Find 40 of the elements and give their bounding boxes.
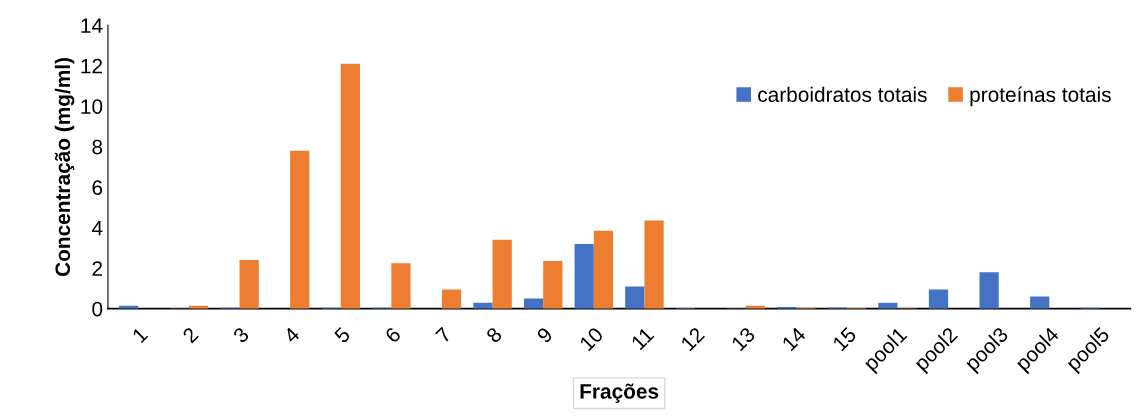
y-tick-label: 4 bbox=[91, 220, 103, 236]
x-tick-label: 11 bbox=[630, 326, 655, 351]
bar bbox=[625, 286, 645, 309]
y-tick-label: 8 bbox=[92, 139, 103, 155]
bar bbox=[441, 289, 462, 309]
x-tick-label: 13 bbox=[730, 326, 756, 352]
y-tick-label: 6 bbox=[92, 180, 103, 195]
x-tick-label: 1 bbox=[131, 326, 149, 344]
x-tick-label: 3 bbox=[232, 326, 250, 344]
x-tick-label: 15 bbox=[832, 326, 858, 352]
legend-label: proteínas totais bbox=[970, 86, 1111, 107]
y-tick-label: 10 bbox=[81, 99, 103, 114]
bar bbox=[979, 272, 999, 309]
y-axis-title: Concentração (mg/ml) bbox=[54, 58, 75, 277]
x-tick-label: 10 bbox=[578, 326, 605, 352]
y-tick-label: 2 bbox=[92, 261, 103, 276]
bar bbox=[543, 261, 563, 309]
x-tick-label: 9 bbox=[536, 326, 554, 344]
bar bbox=[290, 150, 310, 309]
bar bbox=[928, 289, 949, 309]
x-tick-label: 2 bbox=[181, 326, 199, 344]
y-tick-label: 12 bbox=[81, 58, 103, 74]
x-tick-label: 14 bbox=[781, 326, 807, 352]
bar bbox=[391, 263, 411, 309]
x-axis-title: Frações bbox=[580, 383, 659, 403]
bar bbox=[340, 63, 360, 309]
x-tick-label: 5 bbox=[333, 326, 351, 344]
x-tick-label: 8 bbox=[485, 326, 503, 344]
bar bbox=[644, 220, 664, 309]
x-tick-label: 12 bbox=[680, 326, 705, 352]
bar bbox=[574, 243, 594, 309]
x-tick-label: 6 bbox=[384, 326, 402, 344]
x-tick-label: 7 bbox=[435, 326, 452, 344]
y-tick-label: 0 bbox=[92, 301, 103, 317]
bar bbox=[593, 230, 614, 309]
bar bbox=[492, 239, 512, 309]
y-tick-label: 14 bbox=[81, 18, 103, 33]
x-tick-label: 4 bbox=[282, 326, 301, 344]
legend-label: carboidratos totais bbox=[758, 86, 927, 103]
bar bbox=[239, 260, 259, 309]
